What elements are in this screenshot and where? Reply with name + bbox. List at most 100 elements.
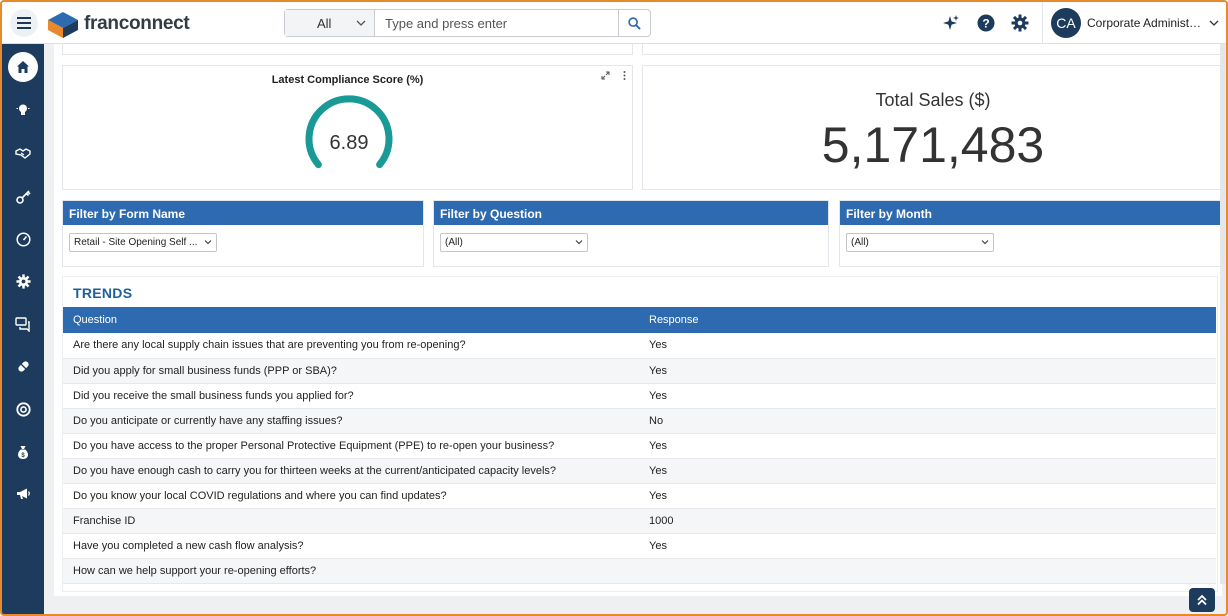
response-cell: Yes [639,433,1216,459]
table-row: Do you have access to the proper Persona… [63,433,1216,459]
sparkle-icon [943,15,959,30]
global-search: All [284,9,651,37]
form-name-select[interactable]: Retail - Site Opening Self ... [69,233,217,252]
filter-month-label: Filter by Month [840,201,1221,225]
sidebar-item-ideas[interactable] [8,95,38,125]
scroll-to-top-button[interactable] [1189,588,1215,612]
table-row: Did you receive the small business funds… [63,383,1216,409]
sidebar-item-partners[interactable] [8,138,38,168]
trends-title: TRENDS [73,285,133,301]
help-icon: ? [977,14,995,32]
response-cell: Yes [639,533,1216,559]
question-cell: Did you receive the small business funds… [63,383,639,409]
table-row: How can we help support your re-opening … [63,558,1216,584]
chevron-down-icon [1209,20,1219,26]
question-cell: Do you have enough cash to carry you for… [63,458,639,484]
filter-form-name: Filter by Form Name Retail - Site Openin… [62,200,424,267]
vertical-scrollbar[interactable] [1220,44,1226,584]
franconnect-logo[interactable]: franconnect [46,8,190,40]
previous-card-bottom [642,44,1222,55]
lifebuoy-icon [15,401,31,417]
expand-icon [601,71,610,80]
response-cell: No [639,408,1216,434]
hamburger-icon [17,16,31,31]
compliance-gauge: 6.89 [305,95,393,169]
key-icon [15,189,31,204]
sidebar-item-health[interactable] [8,351,38,381]
filter-month: Filter by Month (All) [839,200,1222,267]
gauge-icon [15,231,31,247]
logo-text: franconnect [84,13,190,34]
top-bar: franconnect All ? CA Corporate Administr… [2,2,1226,44]
help-button[interactable]: ? [976,13,996,33]
table-row: Did you apply for small business funds (… [63,358,1216,384]
expand-button[interactable] [600,70,611,81]
gear-icon [1011,14,1029,32]
menu-toggle-button[interactable] [10,9,38,37]
compliance-score-value: 6.89 [330,132,369,154]
month-select-value: (All) [851,237,869,248]
table-row: Are there any local supply chain issues … [63,333,1216,359]
search-button[interactable] [618,10,650,36]
card-menu-button[interactable] [619,70,630,81]
sidebar-item-finance[interactable]: $ [8,437,38,467]
user-name: Corporate Administrator [1087,16,1203,30]
previous-card-bottom [62,44,633,55]
megaphone-icon [16,488,30,499]
search-scope-select[interactable]: All [285,10,375,36]
response-cell: 1000 [639,508,1216,534]
money-bag-icon: $ [18,445,28,459]
question-select-value: (All) [445,237,463,248]
user-menu[interactable]: CA Corporate Administrator [1042,2,1226,44]
logo-mark-icon [48,12,78,38]
ai-assistant-button[interactable] [941,13,961,33]
settings-button[interactable] [1010,13,1030,33]
trends-table: Question Response Are there any local su… [63,307,1216,584]
response-cell: Yes [639,358,1216,384]
filter-question: Filter by Question (All) [433,200,829,267]
table-header-row: Question Response [63,307,1216,333]
gauge-arc [305,95,393,169]
search-input[interactable] [375,10,618,36]
column-header-question[interactable]: Question [63,307,639,333]
month-select[interactable]: (All) [846,233,994,252]
sidebar-item-admin[interactable] [8,266,38,296]
sidebar-item-marketing[interactable] [8,479,38,509]
filter-question-label: Filter by Question [434,201,828,225]
form-name-select-value: Retail - Site Opening Self ... [74,237,198,248]
table-row: Do you have enough cash to carry you for… [63,458,1216,484]
home-icon [17,61,29,73]
trends-panel: TRENDS Question Response Are there any l… [62,276,1218,592]
question-cell: Have you completed a new cash flow analy… [63,533,639,559]
sidebar-item-messages[interactable] [8,309,38,339]
pill-icon [17,360,29,372]
question-cell: Are there any local supply chain issues … [63,333,639,359]
question-cell: How can we help support your re-opening … [63,558,639,584]
response-cell: Yes [639,483,1216,509]
sidebar-item-support[interactable] [8,394,38,424]
svg-text:$: $ [21,453,25,459]
settings-icon [15,273,31,289]
compliance-score-title: Latest Compliance Score (%) [271,74,424,86]
question-select[interactable]: (All) [440,233,588,252]
sidebar-item-access[interactable] [8,181,38,211]
sidebar-item-home[interactable] [8,52,38,82]
sidebar-item-performance[interactable] [8,224,38,254]
column-header-response[interactable]: Response [639,307,1216,333]
question-cell: Franchise ID [63,508,639,534]
handshake-icon [15,148,31,159]
response-cell: Yes [639,383,1216,409]
response-cell [639,558,1216,584]
table-row: Do you anticipate or currently have any … [63,408,1216,434]
chevron-down-icon [204,240,212,245]
svg-text:?: ? [982,17,989,31]
question-cell: Did you apply for small business funds (… [63,358,639,384]
total-sales-title: Total Sales ($) [875,90,991,110]
table-row: Do you know your local COVID regulations… [63,483,1216,509]
avatar: CA [1051,8,1081,38]
more-vertical-icon [623,71,626,80]
search-scope-value: All [317,15,332,31]
search-icon [628,16,641,30]
compliance-score-card: Latest Compliance Score (%) 6.89 [62,65,633,190]
total-sales-value: 5,171,483 [821,117,1045,173]
